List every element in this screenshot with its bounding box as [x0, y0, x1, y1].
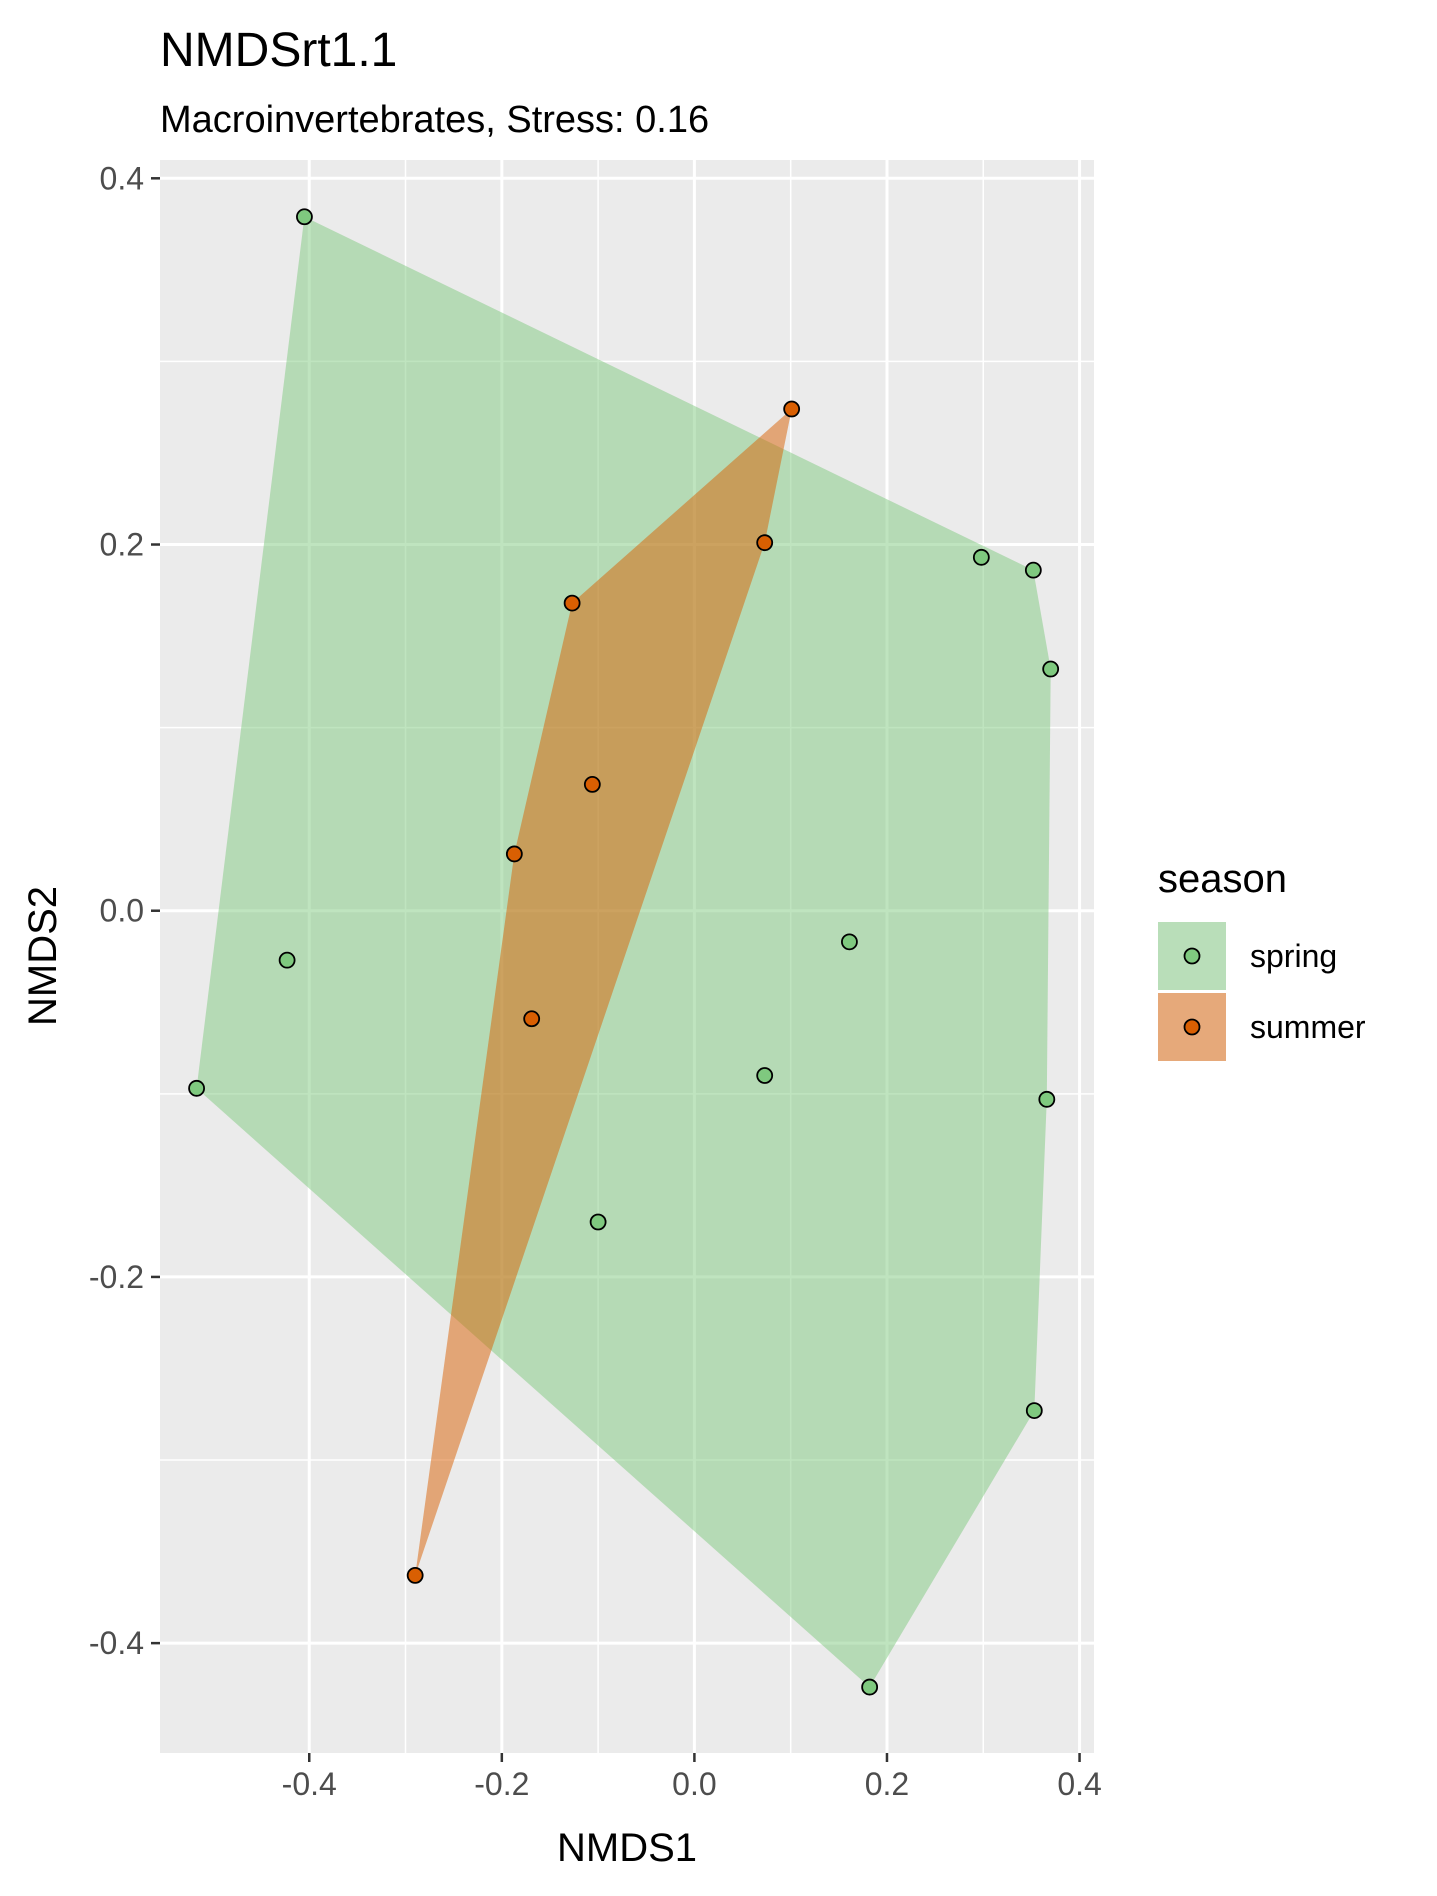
- point-layer: [188, 208, 1060, 1696]
- legend-label-summer: summer: [1250, 1009, 1366, 1045]
- point-spring: [278, 951, 296, 969]
- point-spring: [188, 1079, 205, 1097]
- chart-subtitle: Macroinvertebrates, Stress: 0.16: [160, 99, 709, 141]
- hull-summer: [415, 409, 792, 1576]
- y-tick-label: 0.0: [100, 893, 144, 929]
- point-summer: [523, 1010, 541, 1028]
- point-spring: [1038, 1090, 1056, 1108]
- x-axis-title: NMDS1: [557, 1826, 697, 1870]
- y-tick-label: 0.4: [100, 160, 144, 196]
- point-summer: [583, 775, 601, 793]
- point-spring: [861, 1678, 879, 1696]
- y-tick-label: -0.2: [89, 1259, 144, 1295]
- x-tick-label: 0.2: [865, 1766, 909, 1802]
- hull-layer: [196, 216, 1051, 1688]
- point-summer: [505, 845, 523, 863]
- y-tick-label: -0.4: [89, 1625, 144, 1661]
- point-spring: [1024, 561, 1042, 579]
- axes: -0.4 -0.2 0.0 0.2 0.4 -0.4 -0.2 0.0 0.2 0.4: [89, 160, 1102, 1802]
- legend: season spring summer: [1158, 857, 1366, 1061]
- x-tick-label: -0.2: [474, 1766, 529, 1802]
- legend-marker-summer: [1183, 1018, 1201, 1036]
- y-tick-label: 0.2: [100, 527, 144, 563]
- point-spring: [972, 548, 990, 566]
- legend-marker-spring: [1183, 947, 1201, 965]
- x-tick-label: 0.4: [1057, 1766, 1101, 1802]
- y-axis-title: NMDS2: [21, 886, 65, 1026]
- x-tick-label: -0.4: [282, 1766, 337, 1802]
- legend-keys: spring summer: [1158, 922, 1366, 1061]
- chart-title: NMDSrt1.1: [160, 24, 397, 77]
- point-spring: [841, 933, 858, 951]
- point-summer: [406, 1566, 424, 1584]
- point-spring: [756, 1067, 774, 1084]
- legend-label-spring: spring: [1250, 938, 1337, 974]
- point-spring: [296, 208, 313, 226]
- x-tick-label: 0.0: [672, 1766, 716, 1802]
- legend-title: season: [1158, 857, 1287, 901]
- point-summer: [563, 594, 581, 612]
- point-spring: [589, 1213, 607, 1231]
- point-summer: [783, 400, 801, 418]
- point-spring: [1042, 660, 1060, 678]
- point-spring: [1025, 1402, 1043, 1419]
- point-summer: [756, 534, 774, 552]
